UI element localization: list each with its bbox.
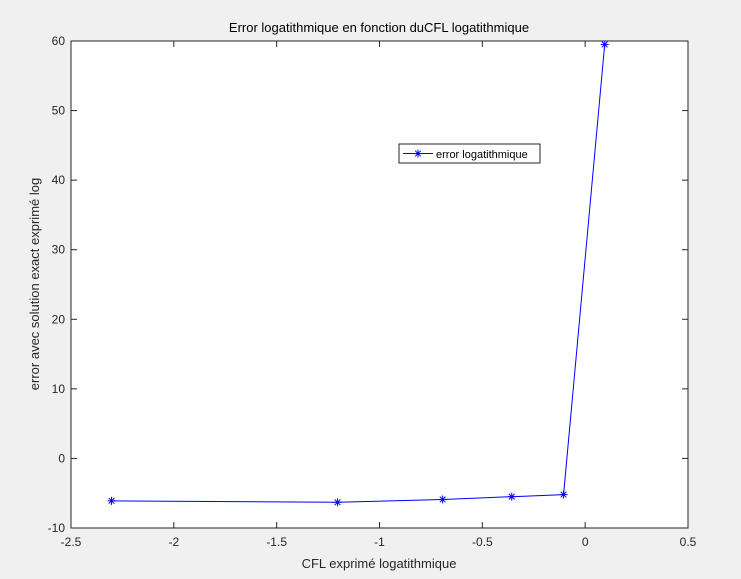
x-tick-label: 0.5 (680, 535, 697, 549)
data-point-marker (600, 40, 609, 49)
legend-marker-asterisk (414, 149, 422, 158)
axes-area (70, 40, 689, 529)
series-line (111, 44, 606, 503)
x-tick-label: -1.5 (266, 535, 287, 549)
x-tick-label: -2.5 (61, 535, 82, 549)
x-tick-label: -1 (374, 535, 385, 549)
legend-entry-label: error logatithmique (436, 149, 528, 161)
x-axis-label: CFL exprimé logatithmique (302, 556, 457, 571)
x-tick-label: -2 (168, 535, 179, 549)
x-tick-label: 0 (582, 535, 589, 549)
data-point-marker (438, 495, 447, 504)
y-tick-label: 0 (58, 451, 65, 465)
y-axis-label: error avec solution exact exprimé log (27, 178, 42, 390)
y-tick-label: 10 (52, 382, 66, 396)
y-tick-label: 50 (52, 104, 66, 118)
y-tick-label: 30 (52, 243, 66, 257)
series-layer (107, 40, 609, 507)
y-tick-label: 40 (52, 173, 66, 187)
axis-ticks (70, 40, 689, 529)
legend-asterisk-icon (414, 149, 422, 158)
data-point-marker (333, 498, 342, 507)
legend[interactable]: error logatithmique (398, 143, 541, 164)
y-tick-label: 20 (52, 312, 66, 326)
y-tick-label: -10 (48, 521, 66, 535)
chart-title: Error logatithmique en fonction duCFL lo… (229, 20, 529, 35)
data-point-marker (107, 496, 116, 505)
y-tick-label: 60 (52, 34, 66, 48)
x-tick-label: -0.5 (472, 535, 493, 549)
legend-box (398, 143, 541, 164)
data-point-marker (559, 490, 568, 499)
data-point-marker (507, 492, 516, 501)
tick-labels: -2.5 -2 -1.5 -1 -0.5 0 0.5 -10 0 10 20 30 40 50 60 (48, 34, 697, 549)
